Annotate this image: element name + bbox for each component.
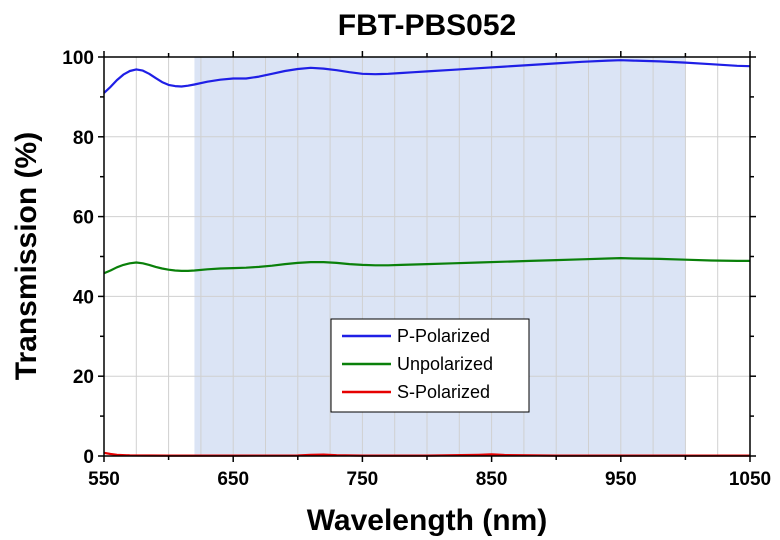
x-tick-label: 950 [605, 469, 637, 490]
x-tick-label: 550 [88, 469, 120, 490]
x-tick-label: 1050 [729, 469, 771, 490]
x-tick-label: 850 [476, 469, 508, 490]
x-tick-label: 650 [217, 469, 249, 490]
legend-label: S-Polarized [397, 382, 490, 402]
y-tick-label: 100 [62, 48, 94, 69]
x-axis-label: Wavelength (nm) [307, 504, 548, 537]
y-axis-label: Transmission (%) [10, 132, 43, 380]
series-line-p-polarized [103, 59, 751, 94]
legend-box [330, 318, 530, 413]
plot-area: 550 650 750 850 950 1050 0 20 40 60 80 100 [62, 48, 771, 490]
legend-label: Unpolarized [397, 354, 493, 374]
x-tick-label: 750 [347, 469, 379, 490]
y-tick-label: 0 [83, 447, 94, 468]
legend: P-Polarized Unpolarized S-Polarized [330, 318, 530, 413]
y-tick-label: 80 [73, 128, 94, 149]
y-tick-label: 40 [73, 287, 94, 308]
chart-title: FBT-PBS052 [338, 9, 516, 42]
legend-label: P-Polarized [397, 326, 490, 346]
y-tick-label: 60 [73, 208, 94, 229]
y-tick-label: 20 [73, 367, 94, 388]
series-line-unpolarized [103, 257, 750, 275]
